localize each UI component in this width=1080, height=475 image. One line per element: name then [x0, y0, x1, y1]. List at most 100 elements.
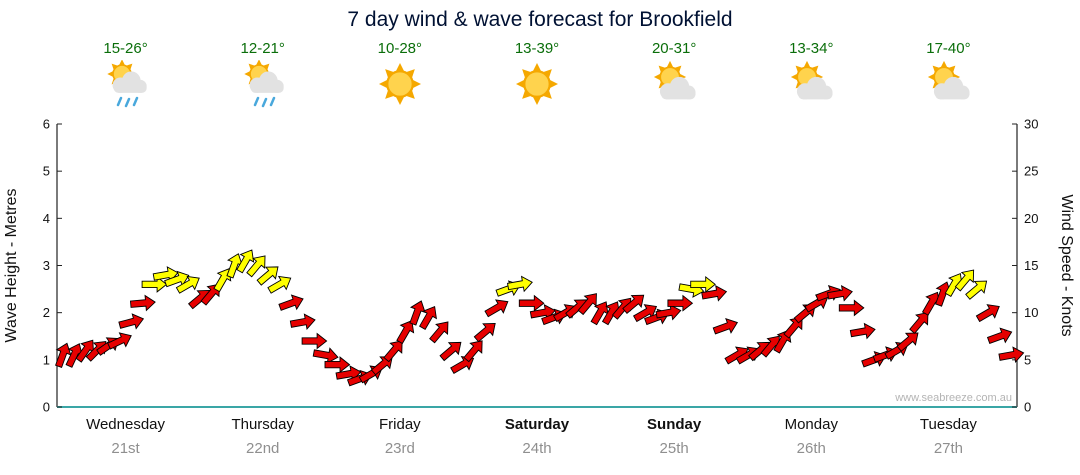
wind-arrow — [975, 304, 1000, 323]
wind-arrow — [577, 293, 597, 316]
day-date: 25th — [659, 440, 689, 457]
wind-arrow — [246, 255, 266, 278]
temperature-range: 13-34° — [789, 40, 834, 57]
right-axis-title: Wind Speed - Knots — [1058, 194, 1075, 336]
wind-arrow — [622, 294, 645, 314]
wind-arrow — [632, 304, 658, 323]
wind-arrow — [75, 339, 94, 363]
wind-arrow — [667, 294, 694, 312]
cloud-glyph — [112, 71, 147, 93]
wind-arrow — [473, 322, 496, 343]
temperature-range: 12-21° — [240, 40, 285, 57]
right-tick-label: 10 — [1024, 305, 1038, 320]
wind-arrow — [118, 313, 145, 330]
day-name: Tuesday — [919, 416, 977, 433]
day-name: Monday — [784, 416, 838, 433]
sun-cloud-icon — [654, 60, 696, 100]
wind-arrow — [226, 253, 243, 279]
wind-arrow — [65, 343, 83, 368]
right-tick-label: 30 — [1024, 117, 1038, 132]
day-name: Saturday — [504, 416, 570, 433]
wind-arrow — [164, 270, 190, 288]
left-tick-label: 3 — [43, 258, 50, 273]
day-name: Wednesday — [86, 416, 166, 433]
wind-arrow — [289, 313, 316, 330]
wind-arrow — [849, 322, 876, 340]
right-tick-label: 0 — [1024, 400, 1031, 415]
temperature-range: 20-31° — [651, 40, 697, 57]
sun-glyph — [516, 63, 558, 105]
wind-arrow — [256, 266, 279, 286]
sun-cloud-icon — [928, 60, 970, 100]
wind-arrow — [236, 249, 255, 274]
day-header: 10-28° — [332, 40, 468, 112]
temperature-range: 17-40° — [926, 40, 971, 57]
day-header: 13-39° — [469, 40, 605, 112]
wind-arrow — [396, 320, 415, 345]
wind-arrow — [965, 280, 988, 300]
wind-arrow — [129, 294, 156, 312]
day-header: 13-34° — [743, 40, 879, 112]
temperature-range: 13-39° — [514, 40, 560, 57]
right-tick-label: 25 — [1024, 164, 1038, 179]
day-date: 23rd — [384, 440, 415, 457]
day-date: 27th — [933, 440, 964, 457]
cloud-glyph — [249, 71, 284, 93]
cloud-glyph — [660, 76, 696, 100]
day-header: 15-26° — [58, 40, 194, 112]
sun-icon — [516, 63, 558, 105]
right-tick-label: 5 — [1024, 352, 1031, 367]
sun-icon — [378, 63, 421, 105]
weather-icon-wrap — [880, 60, 1016, 112]
wind-arrow — [419, 305, 437, 331]
right-tick-label: 20 — [1024, 211, 1038, 226]
left-tick-label: 2 — [43, 305, 50, 320]
wind-arrow — [324, 356, 351, 374]
chart-title: 7 day wind & wave forecast for Brookfiel… — [347, 8, 733, 31]
day-header: 20-31° — [606, 40, 742, 112]
right-tick-label: 15 — [1024, 258, 1038, 273]
wind-arrow — [590, 301, 609, 326]
day-date: 26th — [796, 440, 826, 457]
weather-icon-wrap — [469, 60, 605, 112]
wind-arrow — [278, 294, 304, 311]
wind-arrow — [896, 332, 919, 352]
wind-arrow — [712, 318, 739, 335]
wind-arrow — [312, 347, 339, 364]
wind-arrow — [701, 285, 728, 302]
weather-icon-wrap — [58, 59, 194, 112]
rain-glyph — [116, 96, 138, 108]
wind-arrow — [838, 299, 865, 317]
wind-arrow — [484, 299, 509, 318]
left-tick-label: 5 — [43, 164, 50, 179]
left-tick-label: 6 — [43, 117, 50, 132]
weather-icon-wrap — [743, 60, 879, 112]
left-axis-title: Wave Height - Metres — [3, 188, 20, 342]
sun-cloud-rain-icon — [106, 59, 147, 108]
day-date: 22nd — [246, 440, 280, 457]
wind-arrow — [370, 356, 393, 376]
temperature-range: 10-28° — [377, 40, 423, 57]
wind-arrow — [463, 340, 483, 363]
weather-icon-wrap — [332, 60, 468, 112]
left-tick-label: 0 — [43, 400, 50, 415]
wind-arrow — [267, 275, 292, 294]
wind-arrow — [383, 340, 403, 363]
day-date: 21st — [111, 440, 140, 457]
left-tick-label: 1 — [43, 352, 50, 367]
watermark: www.seabreeze.com.au — [895, 392, 1012, 404]
wind-arrow — [827, 285, 853, 302]
wind-arrow — [998, 346, 1025, 363]
wind-arrow — [518, 294, 545, 312]
wind-arrow — [175, 275, 200, 294]
day-name: Thursday — [231, 416, 294, 433]
wind-arrow — [909, 311, 929, 334]
day-date: 24th — [522, 440, 552, 457]
wind-arrow — [986, 327, 1013, 344]
wind-arrow — [429, 321, 449, 344]
day-header: 17-40° — [880, 40, 1016, 112]
temperature-range: 15-26° — [103, 40, 148, 57]
wind-arrow — [655, 303, 682, 321]
sun-cloud-rain-icon — [244, 59, 284, 108]
